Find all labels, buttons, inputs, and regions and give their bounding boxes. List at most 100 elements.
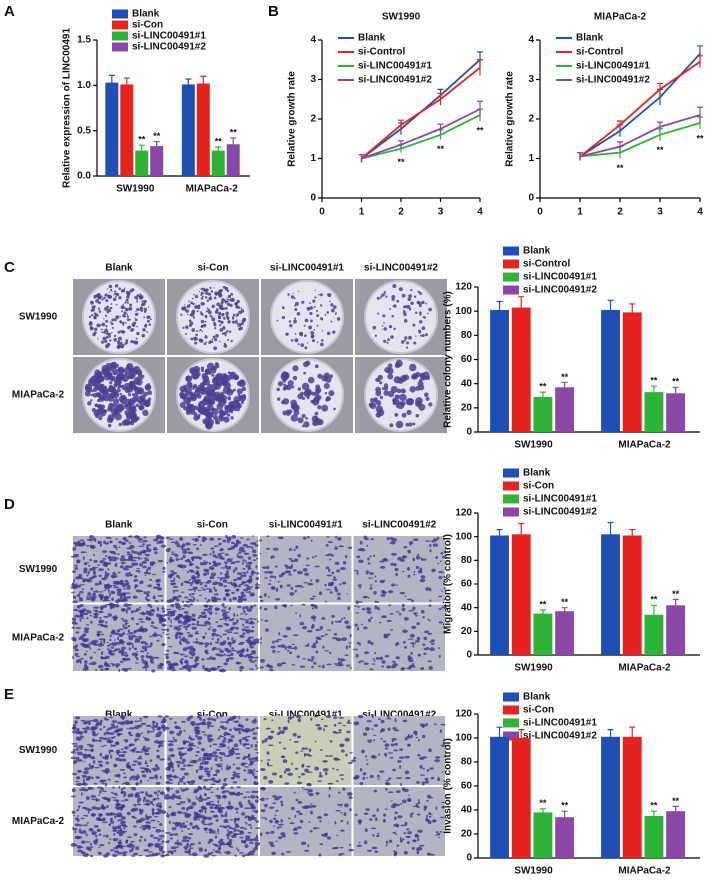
colony [290, 339, 294, 342]
colony [122, 303, 124, 306]
colony [413, 341, 417, 345]
cell [114, 741, 119, 745]
cell [172, 739, 178, 741]
cell [171, 822, 177, 824]
cell [387, 727, 391, 731]
cell [109, 741, 112, 744]
cell [363, 626, 368, 630]
cell [75, 780, 80, 782]
cell [351, 759, 356, 763]
cell [99, 617, 102, 619]
cell [254, 759, 259, 762]
chart-title: MIAPaCa-2 [594, 12, 647, 23]
cell [329, 740, 333, 743]
cell [86, 539, 91, 541]
cell [314, 565, 320, 568]
cell [217, 654, 224, 657]
cell [72, 547, 77, 551]
legend-label: si-LINC00491#1 [358, 61, 432, 72]
colony [324, 314, 327, 316]
cell [254, 638, 260, 642]
cell [391, 552, 397, 556]
cell [169, 760, 173, 765]
cell [228, 618, 234, 622]
cell [225, 534, 228, 539]
cell [124, 565, 129, 569]
cell [212, 564, 215, 567]
cell [362, 595, 369, 598]
cell [270, 586, 276, 590]
colony [124, 316, 126, 318]
colony [308, 391, 312, 394]
cell [216, 648, 222, 650]
cell [113, 639, 116, 641]
micrograph [351, 714, 447, 787]
cell [128, 556, 132, 560]
colony [130, 367, 139, 376]
cell [226, 841, 232, 846]
colony [297, 290, 300, 293]
colony [313, 391, 320, 397]
cell [266, 565, 270, 570]
cell [247, 579, 252, 584]
cell [186, 631, 191, 634]
cell [438, 621, 443, 624]
cell [224, 796, 227, 799]
cell [136, 819, 138, 824]
colony [135, 337, 138, 340]
error-bar [561, 381, 568, 393]
colony [399, 393, 407, 402]
cell [180, 761, 185, 764]
cell [291, 664, 296, 666]
colony [96, 337, 99, 340]
cell [410, 599, 415, 603]
cell [110, 726, 117, 729]
cell [261, 740, 265, 744]
cell [94, 766, 100, 769]
cell [198, 766, 202, 768]
cell [71, 617, 77, 621]
cell [144, 559, 150, 562]
colony [223, 374, 229, 380]
colony [226, 329, 229, 333]
colony [290, 295, 295, 299]
cell [232, 569, 236, 574]
cell [116, 591, 122, 596]
cell [81, 787, 86, 789]
cell [220, 814, 224, 818]
cell [204, 645, 208, 648]
cell [130, 786, 137, 791]
cell [395, 833, 398, 835]
cell [169, 741, 175, 743]
error-bar [477, 100, 483, 118]
colony [192, 302, 195, 306]
colony [223, 344, 228, 348]
cell [145, 854, 150, 857]
colony [88, 315, 92, 319]
cell [224, 720, 227, 723]
cell [104, 716, 107, 720]
cell [231, 793, 237, 796]
cell [372, 658, 376, 660]
cell [106, 813, 111, 816]
cell [137, 761, 142, 766]
cell [243, 610, 246, 613]
cell [410, 642, 416, 645]
colony [301, 382, 310, 391]
cell [74, 652, 79, 657]
cell [110, 817, 113, 821]
colony [316, 324, 319, 327]
cell [264, 619, 269, 622]
cell [191, 613, 196, 617]
cell [254, 810, 259, 814]
cell [145, 821, 151, 824]
legend-swatch [503, 731, 519, 741]
colony [198, 291, 200, 293]
cell [98, 593, 104, 598]
colony [379, 395, 384, 400]
cell [137, 570, 141, 573]
cell [353, 570, 359, 572]
cell [222, 605, 225, 608]
colony [423, 392, 429, 398]
cell [244, 736, 249, 738]
